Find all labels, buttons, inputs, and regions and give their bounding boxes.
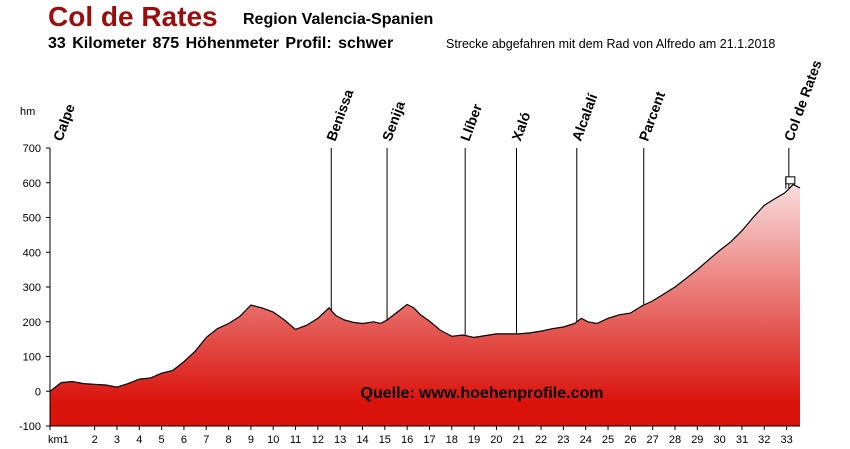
x-tick-label: 17 [423,434,435,446]
x-tick-label: 23 [557,434,569,446]
y-tick-label: 400 [23,247,41,259]
x-tick-label: 30 [714,434,726,446]
x-tick-label: 33 [780,434,792,446]
x-tick-label: 22 [535,434,547,446]
place-label: Xaló [508,110,533,143]
x-tick-label: 3 [114,434,120,446]
x-tick-label: km1 [48,434,69,446]
finish-flag-icon [785,176,796,185]
place-label: Llíber [457,101,485,143]
y-tick-label: 100 [23,352,41,364]
x-tick-label: 24 [580,434,592,446]
x-tick-label: 10 [267,434,279,446]
x-tick-label: 32 [758,434,770,446]
y-tick-label: 300 [23,282,41,294]
x-tick-label: 5 [159,434,165,446]
y-tick-label: 500 [23,213,41,225]
ride-note: Strecke abgefahren mit dem Rad von Alfre… [446,37,776,51]
place-label: Calpe [50,102,78,143]
x-tick-label: 27 [647,434,659,446]
x-tick-label: 2 [92,434,98,446]
place-label: Alcalalí [569,90,601,143]
y-tick-label: 600 [23,178,41,190]
x-tick-label: 31 [736,434,748,446]
x-tick-label: 28 [669,434,681,446]
y-tick-label: 0 [35,386,41,398]
x-tick-label: 15 [379,434,391,446]
source-watermark: Quelle: www.hoehenprofile.com [361,385,604,402]
x-tick-label: 18 [446,434,458,446]
elevation-area [50,184,800,426]
y-tick-label: 200 [23,317,41,329]
y-tick-label: 700 [23,143,41,155]
x-tick-label: 7 [203,434,209,446]
x-tick-label: 26 [624,434,636,446]
chart-title: Col de Rates [48,1,218,32]
x-tick-label: 16 [401,434,413,446]
chart-subtitle-region: Region Valencia-Spanien [243,11,434,28]
y-axis-label: hm [20,106,35,118]
x-tick-label: 25 [602,434,614,446]
x-tick-label: 21 [513,434,525,446]
place-label: Senija [379,99,408,143]
x-tick-label: 19 [468,434,480,446]
x-tick-label: 9 [248,434,254,446]
place-label: Parcent [636,89,669,143]
route-stats: 33 Kilometer 875 Höhenmeter Profil: schw… [48,35,394,52]
x-tick-label: 4 [136,434,142,446]
x-tick-label: 20 [490,434,502,446]
x-tick-label: 14 [356,434,368,446]
x-tick-label: 12 [312,434,324,446]
x-tick-label: 29 [691,434,703,446]
x-tick-label: 6 [181,434,187,446]
place-label: Col de Rates [781,58,825,143]
x-tick-label: 11 [290,434,301,446]
place-label: Benissa [323,87,356,143]
x-tick-label: 8 [226,434,232,446]
x-tick-label: 13 [334,434,346,446]
elevation-line [49,183,801,392]
y-tick-label: -100 [19,421,41,433]
